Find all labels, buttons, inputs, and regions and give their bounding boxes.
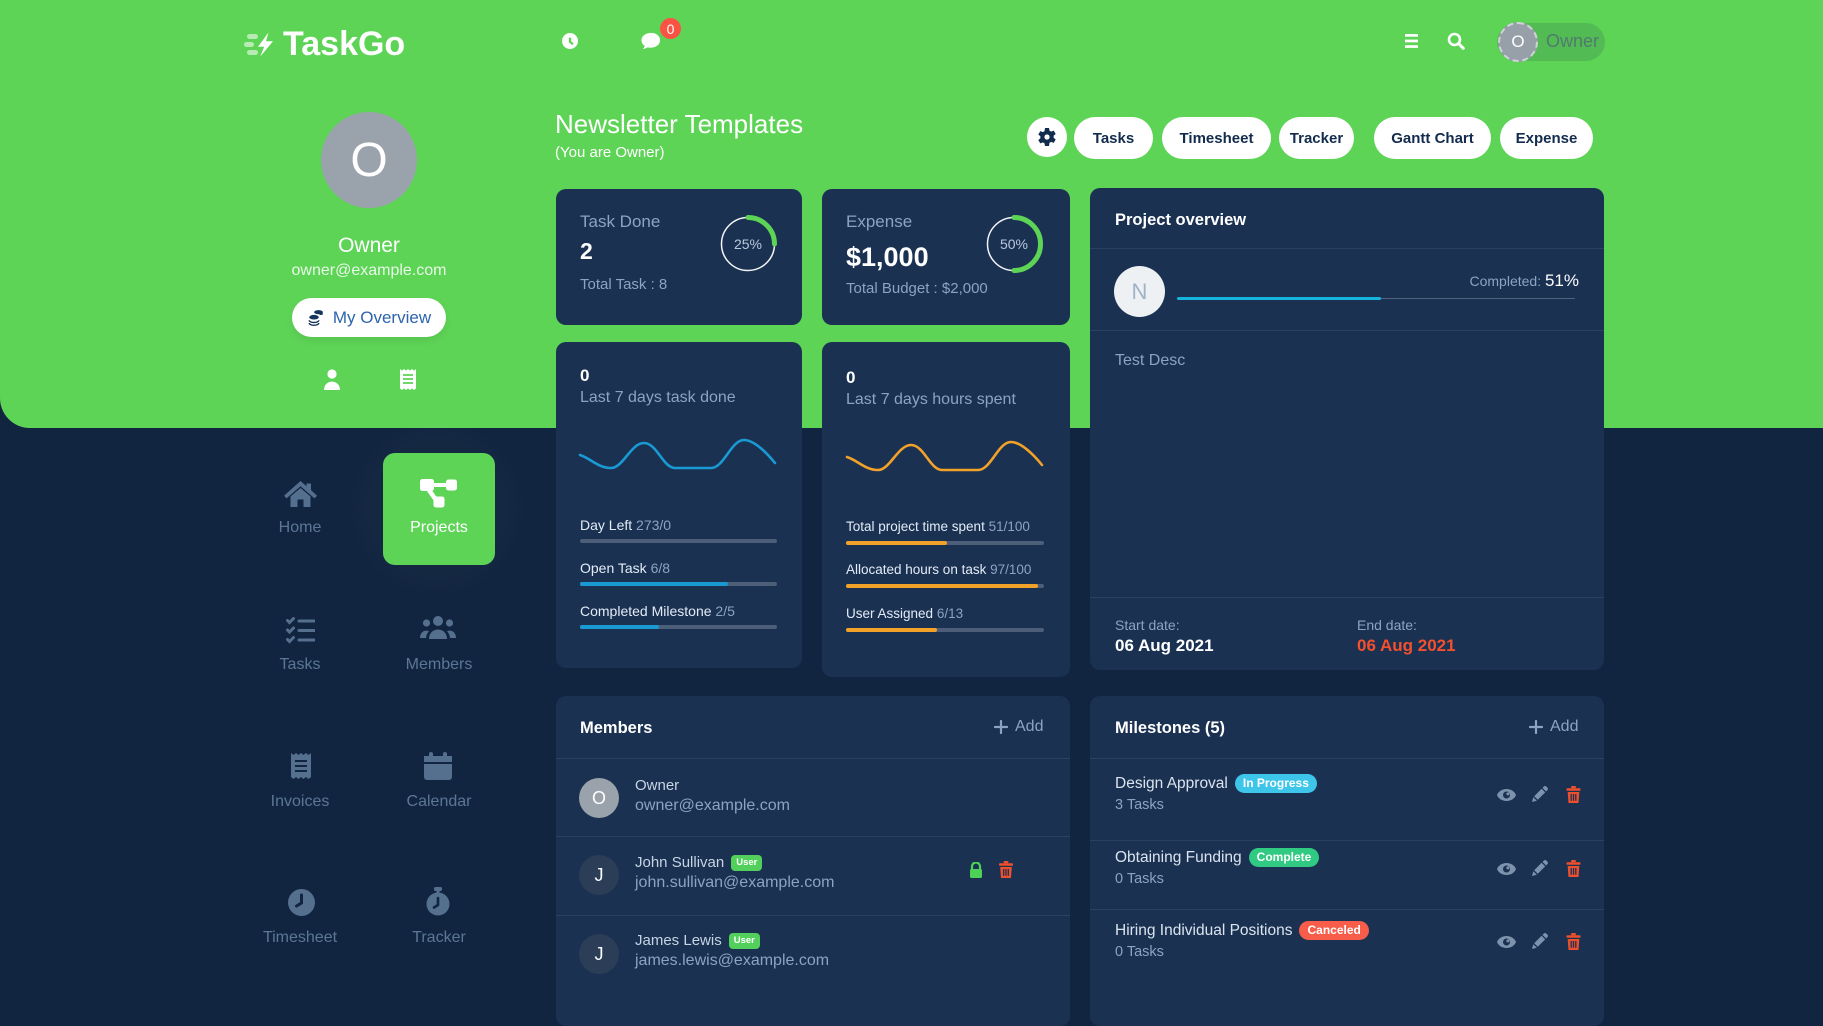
svg-text:25%: 25% bbox=[734, 236, 762, 252]
svg-text:50%: 50% bbox=[1000, 236, 1028, 252]
